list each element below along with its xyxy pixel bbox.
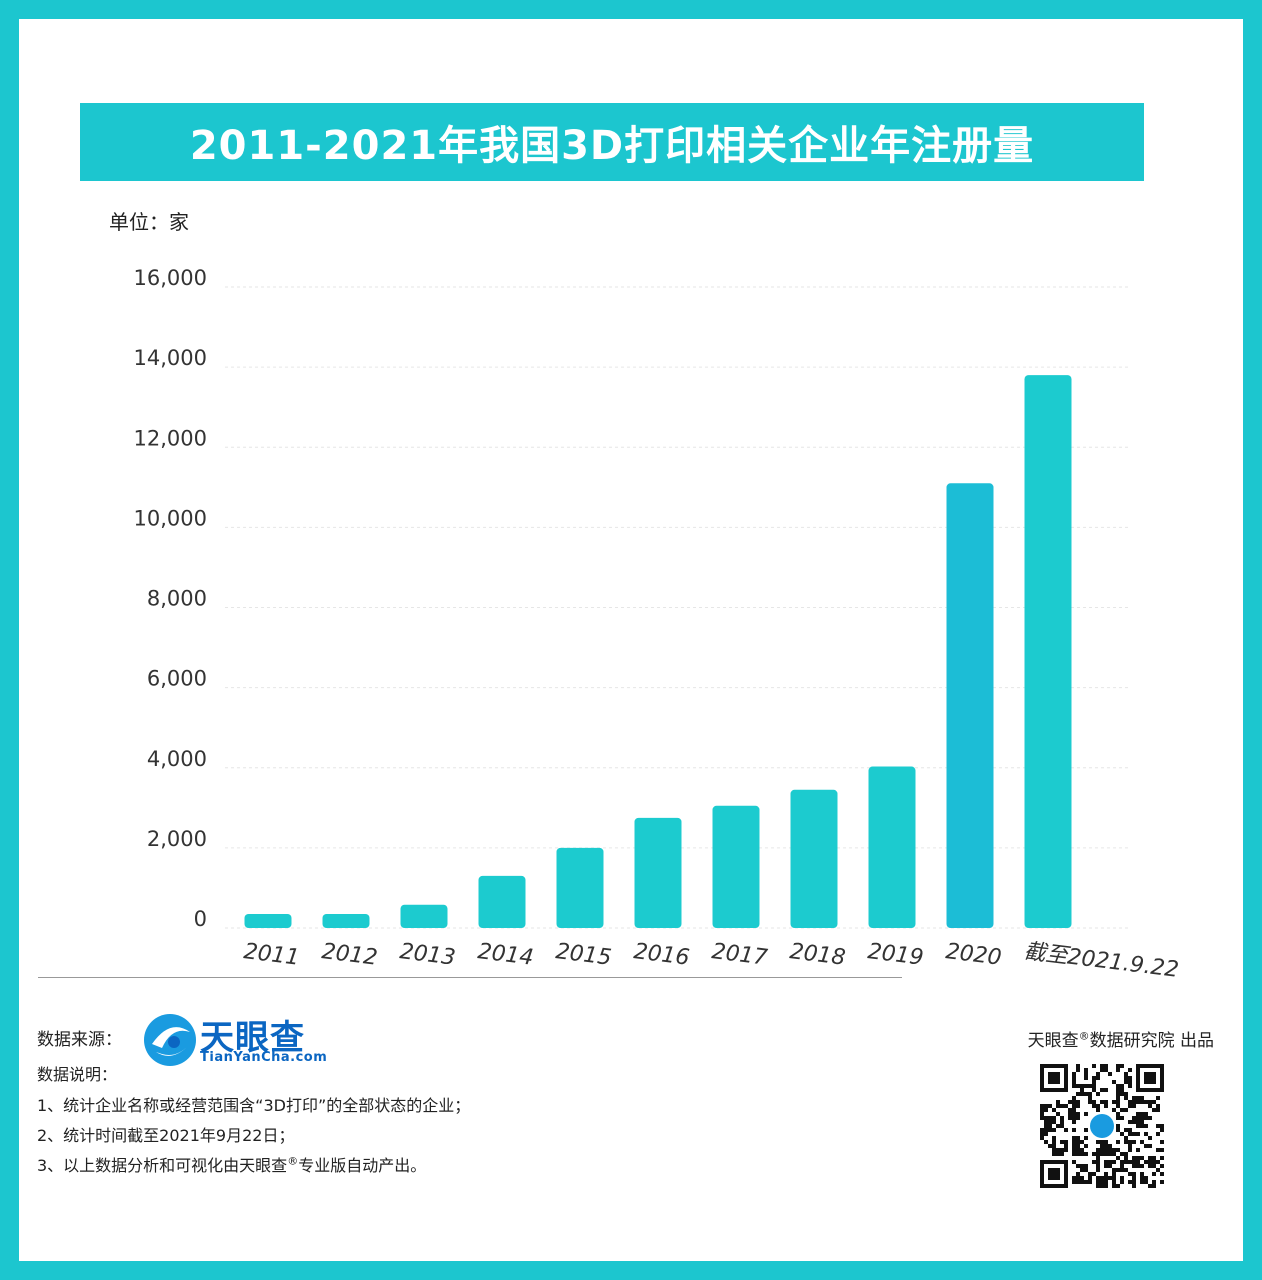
x-tick-label: 2017	[710, 939, 769, 971]
logo-english-text: TianYanCha.com	[200, 1050, 328, 1065]
qr-code-icon	[1040, 1064, 1164, 1188]
bar-chart: 0 2,000 4,000 6,000 8,000 10,000 12,000 14,000 1…	[134, 266, 1181, 983]
x-tick-label: 2015	[554, 939, 613, 971]
note-item: 1、统计企业名称或经营范围含“3D打印”的全部状态的企业；	[37, 1096, 471, 1115]
registered-mark: ®	[287, 1154, 299, 1168]
footer-divider	[38, 977, 902, 978]
y-tick-label: 6,000	[147, 667, 207, 691]
y-tick-label: 14,000	[134, 346, 207, 370]
title-banner: 2011-2021年我国3D打印相关企业年注册量	[80, 103, 1144, 181]
x-axis-labels: 2011 2012 2013 2014 2015 2016 2017 2018 2019 2020…	[242, 939, 1180, 983]
tianyancha-logo: 天眼查 TianYanCha.com	[142, 1010, 342, 1072]
logo-chinese-text: 天眼查	[200, 1018, 305, 1058]
bar	[634, 817, 682, 928]
bars	[244, 375, 1072, 928]
bar	[712, 805, 760, 928]
x-tick-label: 2012	[320, 939, 379, 971]
note-item: 3、以上数据分析和可视化由天眼查®专业版自动产出。	[37, 1152, 426, 1176]
y-tick-label: 12,000	[134, 426, 207, 450]
y-tick-label: 4,000	[147, 747, 207, 771]
bar	[946, 483, 994, 928]
y-tick-label: 0	[194, 907, 207, 931]
bar	[868, 766, 916, 928]
x-tick-label: 2016	[632, 939, 691, 971]
y-tick-label: 16,000	[134, 266, 207, 290]
note-item: 2、统计时间截至2021年9月22日；	[37, 1126, 295, 1145]
x-tick-label: 2014	[476, 939, 535, 971]
publisher-brand: 天眼查	[1027, 1031, 1079, 1051]
bar	[556, 847, 604, 928]
x-tick-label: 2011	[242, 939, 301, 971]
bar	[790, 789, 838, 928]
y-tick-label: 8,000	[147, 587, 207, 611]
x-tick-label: 2018	[788, 939, 847, 971]
y-axis-ticks: 0 2,000 4,000 6,000 8,000 10,000 12,000 14,000 1…	[134, 266, 207, 931]
bar	[322, 913, 370, 928]
notes-title: 数据说明：	[37, 1065, 118, 1084]
publisher-credit: 天眼查®数据研究院 出品	[1028, 1026, 1214, 1051]
x-tick-label: 2013	[398, 939, 457, 971]
registered-mark: ®	[1078, 1029, 1090, 1043]
bar	[244, 913, 292, 928]
bar	[400, 904, 448, 928]
bar	[1024, 375, 1072, 928]
y-tick-label: 2,000	[147, 827, 207, 851]
chart-title: 2011-2021年我国3D打印相关企业年注册量	[189, 123, 1035, 169]
bar	[478, 875, 526, 928]
x-tick-label: 截至2021.9.22	[1022, 939, 1180, 983]
note-text: 3、以上数据分析和可视化由天眼查	[37, 1156, 288, 1175]
publisher-suffix: 数据研究院 出品	[1089, 1031, 1214, 1051]
y-tick-label: 10,000	[134, 506, 207, 530]
eye-logo-icon	[144, 1014, 196, 1066]
source-label: 数据来源：	[37, 1030, 122, 1050]
x-tick-label: 2020	[944, 939, 1003, 971]
unit-label: 单位：家	[109, 210, 189, 234]
x-tick-label: 2019	[866, 939, 925, 971]
note-text: 专业版自动产出。	[298, 1156, 427, 1175]
